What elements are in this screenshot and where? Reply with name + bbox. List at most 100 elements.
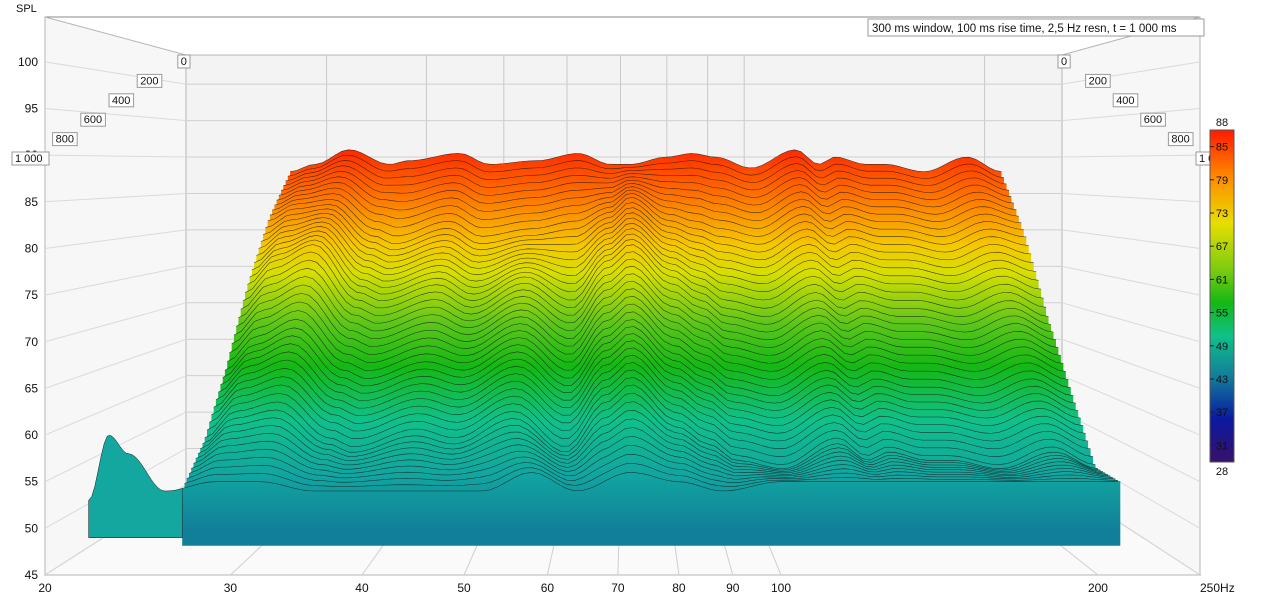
surface-slice-line xyxy=(222,326,1076,404)
surface-slice-line xyxy=(265,202,1029,253)
colorbar-tick-label: 55 xyxy=(1216,308,1228,320)
surface-slice-line xyxy=(269,193,1024,237)
colorbar-tick-label: 67 xyxy=(1216,241,1228,253)
left-wall-grid-line xyxy=(44,338,187,389)
left-wall-grid-line xyxy=(44,229,187,249)
y-tick-label: 75 xyxy=(25,288,39,302)
time-tick-label: 200 xyxy=(1089,75,1107,87)
colorbar-tick-label: 85 xyxy=(1216,142,1228,154)
y-tick-label: 65 xyxy=(25,381,39,395)
right-wall-grid-line xyxy=(1061,302,1201,343)
colorbar-tick-label: 73 xyxy=(1216,208,1228,220)
surface-slice-line xyxy=(206,377,1094,457)
time-tick-label: 800 xyxy=(1171,134,1189,146)
time-tick-label: 800 xyxy=(56,134,74,146)
x-tick-label: 50 xyxy=(457,581,471,595)
low-frequency-ridge xyxy=(88,435,183,538)
surface-slice-line xyxy=(258,217,1037,276)
x-tick-label: 70 xyxy=(611,581,625,595)
surface-slice-line xyxy=(251,233,1044,301)
x-tick-label: 20 xyxy=(38,581,52,595)
surface-slice-line xyxy=(191,436,1111,477)
surface-slice-line xyxy=(202,392,1099,469)
left-wall-grid-line xyxy=(44,154,187,158)
colorbar-tick-label: 49 xyxy=(1216,341,1228,353)
surface-slice-line xyxy=(272,189,1022,230)
time-tick-label: 1 000 xyxy=(15,153,43,165)
surface-slice-line xyxy=(283,165,1010,193)
y-axis-title: SPL xyxy=(16,3,37,15)
settings-info-text: 300 ms window, 100 ms rise time, 2,5 Hz … xyxy=(872,23,1177,35)
right-wall-grid-line xyxy=(1061,154,1201,158)
left-wall-grid-line xyxy=(44,192,187,203)
surface-slice-line xyxy=(200,401,1101,471)
x-tick-label: 250Hz xyxy=(1200,581,1235,595)
surface-slice-line xyxy=(224,319,1074,396)
time-tick-box xyxy=(136,73,163,88)
time-tick-box xyxy=(52,132,78,147)
time-tick-label: 400 xyxy=(1116,95,1134,107)
colorbar-min-label: 28 xyxy=(1216,466,1228,478)
right-wall-grid-line xyxy=(1061,411,1201,483)
waterfall-surface xyxy=(88,149,1121,546)
time-tick-box xyxy=(1167,132,1194,147)
time-tick-box xyxy=(1112,93,1139,108)
x-tick-label: 80 xyxy=(672,581,686,595)
right-wall-grid-line xyxy=(1061,61,1201,85)
colorbar-tick-label: 79 xyxy=(1216,175,1228,187)
surface-slice-line xyxy=(227,311,1071,388)
surface-slice-line xyxy=(231,296,1066,372)
right-wall-grid-line xyxy=(1061,229,1201,249)
surface-slice-line xyxy=(233,288,1064,364)
x-tick-label: 90 xyxy=(726,581,740,595)
surface-slice-line xyxy=(244,251,1052,325)
x-tick-label: 60 xyxy=(541,581,555,595)
time-tick-box xyxy=(80,112,106,127)
surface-slice-line xyxy=(204,384,1096,465)
left-wall-grid-line xyxy=(44,61,187,85)
x-tick-label: 30 xyxy=(224,581,238,595)
surface-slice-line xyxy=(193,427,1108,475)
surface-slice-line xyxy=(197,409,1104,472)
time-tick-label: 200 xyxy=(140,75,158,87)
surface-slice-line xyxy=(242,258,1054,333)
surface-slice-line xyxy=(256,222,1039,285)
colorbar-max-label: 88 xyxy=(1216,117,1228,129)
surface-slice-line xyxy=(209,369,1091,450)
surface-slice-line xyxy=(247,244,1049,317)
right-wall-grid-line xyxy=(1061,192,1201,203)
surface-slice-line xyxy=(188,445,1113,480)
surface-slice-line xyxy=(238,273,1059,348)
time-tick-label: 600 xyxy=(84,114,102,126)
surface-slice-fill xyxy=(182,472,1121,546)
y-tick-label: 45 xyxy=(25,568,39,582)
right-wall-grid-line xyxy=(1061,338,1201,389)
surface-slice-line xyxy=(220,333,1079,411)
y-tick-label: 85 xyxy=(25,195,39,209)
surface-slice-line xyxy=(236,280,1061,356)
surface-slice-line xyxy=(184,463,1118,487)
surface-slice-line xyxy=(253,228,1042,293)
left-wall-grid-line xyxy=(44,375,187,436)
time-tick-box xyxy=(1140,112,1166,127)
y-tick-label: 95 xyxy=(25,102,39,116)
left-wall-grid-line xyxy=(44,302,187,343)
surface-slice-line xyxy=(278,176,1014,208)
time-tick-label: 0 xyxy=(181,56,187,68)
time-tick-label: 600 xyxy=(1144,114,1162,126)
time-tick-box xyxy=(177,54,191,69)
colorbar-tick-label: 43 xyxy=(1216,374,1228,386)
right-wall-grid-line xyxy=(1061,265,1201,296)
settings-info-box: 300 ms window, 100 ms rise time, 2,5 Hz … xyxy=(867,18,1205,37)
y-tick-label: 100 xyxy=(18,55,38,69)
surface-slice-line xyxy=(249,239,1047,309)
surface-slice-line xyxy=(211,362,1089,442)
surface-slice-line xyxy=(215,347,1084,426)
surface-slice-line xyxy=(195,418,1106,474)
color-scale-legend: 88 85 79 73 67 61 55 49 43 37 31 28 xyxy=(1209,117,1235,478)
right-wall-grid-line xyxy=(1061,375,1201,436)
surface-slice-line xyxy=(213,354,1086,434)
y-tick-label: 80 xyxy=(25,241,39,255)
y-tick-label: 50 xyxy=(25,521,39,535)
time-tick-box xyxy=(108,93,135,108)
